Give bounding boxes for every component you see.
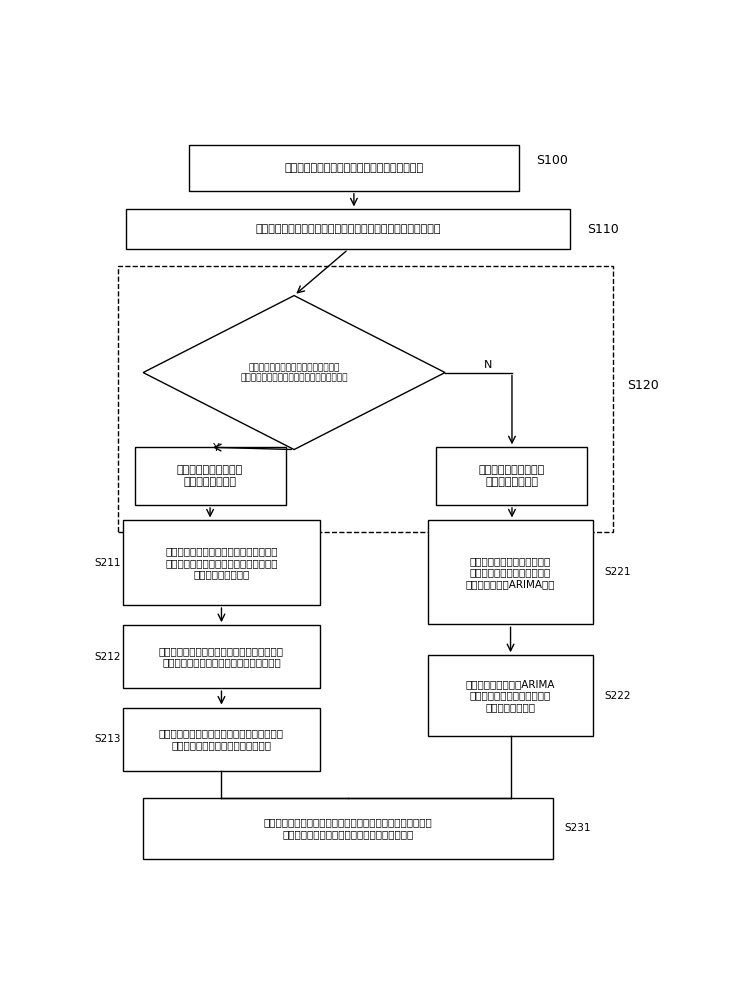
FancyBboxPatch shape bbox=[428, 655, 593, 736]
Text: 根据所述特征属性信息和每个固定消费者
对应的用户消费数据，分别构建每个固定
消费者的决策树模型: 根据所述特征属性信息和每个固定消费者 对应的用户消费数据，分别构建每个固定 消费… bbox=[165, 546, 278, 579]
Text: S110: S110 bbox=[587, 223, 619, 236]
Text: S221: S221 bbox=[604, 567, 631, 577]
Text: S120: S120 bbox=[627, 379, 659, 392]
Text: S213: S213 bbox=[95, 734, 121, 744]
FancyBboxPatch shape bbox=[123, 625, 320, 688]
FancyBboxPatch shape bbox=[428, 520, 593, 624]
Text: 判定当前消费者是当前
商家的固定消费者: 判定当前消费者是当前 商家的固定消费者 bbox=[177, 465, 243, 487]
Text: S211: S211 bbox=[95, 558, 121, 568]
Text: 判定当前消费者是当前
商家的随机消费者: 判定当前消费者是当前 商家的随机消费者 bbox=[478, 465, 545, 487]
FancyBboxPatch shape bbox=[189, 145, 519, 191]
Text: N: N bbox=[484, 360, 492, 370]
FancyBboxPatch shape bbox=[126, 209, 570, 249]
Text: 根据各个商家对应的随机消费
者的用户消费数据，分别构建
各个商家的目标ARIMA模型: 根据各个商家对应的随机消费 者的用户消费数据，分别构建 各个商家的目标ARIMA… bbox=[466, 556, 556, 589]
Text: 根据各个商家的目标ARIMA
模型，分别预测各个商家的第
二消费次数预测值: 根据各个商家的目标ARIMA 模型，分别预测各个商家的第 二消费次数预测值 bbox=[466, 679, 556, 712]
Text: Y: Y bbox=[213, 443, 220, 453]
Text: S222: S222 bbox=[604, 691, 631, 701]
Text: 根据每个固定消费者的决策树模型，分别预测
每个固定消费者在各个商家的预测消费次数: 根据每个固定消费者的决策树模型，分别预测 每个固定消费者在各个商家的预测消费次数 bbox=[159, 646, 284, 667]
Text: S212: S212 bbox=[95, 652, 121, 662]
Text: S231: S231 bbox=[564, 823, 591, 833]
FancyBboxPatch shape bbox=[123, 708, 320, 771]
Text: 判断当前消费者在当前商家的消费次数
在预设检测时间周期内是否达到预设消费次数: 判断当前消费者在当前商家的消费次数 在预设检测时间周期内是否达到预设消费次数 bbox=[240, 363, 348, 382]
Text: 运算各个商家对应的所述第一消费次数预测值和所述第二消费
次数预测值的和值，得到各个商家未来的客流量: 运算各个商家对应的所述第一消费次数预测值和所述第二消费 次数预测值的和值，得到各… bbox=[264, 818, 433, 839]
Text: 根据所述用户消费数据，统计各个消费者在各个商家的消费次数: 根据所述用户消费数据，统计各个消费者在各个商家的消费次数 bbox=[256, 224, 441, 234]
FancyBboxPatch shape bbox=[143, 798, 553, 859]
Text: 获取用户消费数据和影响客流量的特征属性信息: 获取用户消费数据和影响客流量的特征属性信息 bbox=[284, 163, 423, 173]
FancyBboxPatch shape bbox=[135, 447, 285, 505]
Text: S100: S100 bbox=[536, 154, 568, 167]
FancyBboxPatch shape bbox=[437, 447, 587, 505]
FancyBboxPatch shape bbox=[123, 520, 320, 605]
Text: 分别统计各个商家对应的所有固定消费者的预
测消费次数得到第一消费次数预测值: 分别统计各个商家对应的所有固定消费者的预 测消费次数得到第一消费次数预测值 bbox=[159, 728, 284, 750]
Polygon shape bbox=[143, 296, 445, 450]
